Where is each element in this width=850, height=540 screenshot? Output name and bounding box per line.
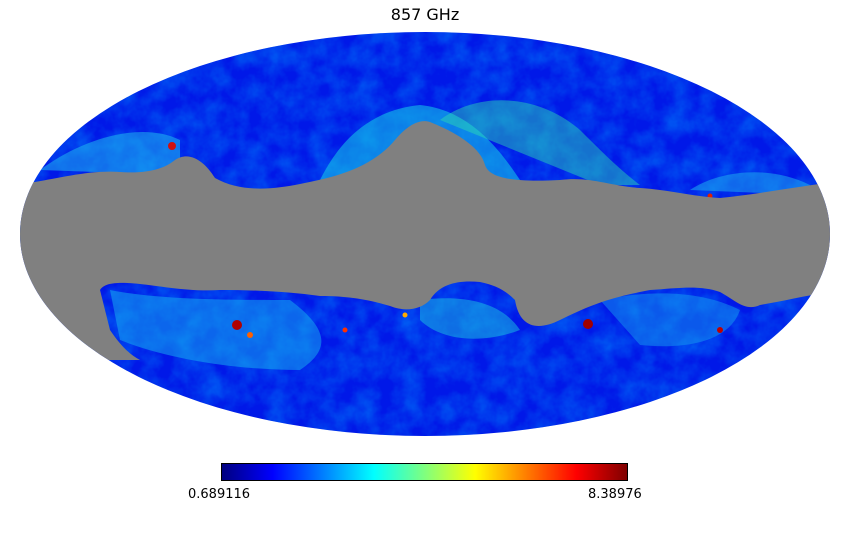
hot-spot [247, 332, 253, 338]
northern-filament-2 [440, 100, 640, 185]
hot-spot [717, 327, 723, 333]
mollweide-sky-map [20, 32, 830, 436]
hot-spot [342, 327, 348, 333]
southern-filament-2 [420, 298, 520, 339]
hot-spot [402, 312, 408, 318]
sky-projection [20, 32, 830, 436]
map-title: 857 GHz [390, 5, 460, 24]
northern-filament-4 [690, 172, 810, 195]
hot-spot [232, 320, 242, 330]
colorbar [221, 463, 628, 481]
colorbar-min-label: 0.689116 [188, 487, 251, 502]
southern-filament-3 [600, 293, 740, 347]
galactic-mask [20, 121, 830, 360]
hot-spot [168, 142, 176, 150]
colorbar-max-label: 8.38976 [588, 487, 642, 502]
southern-filament [110, 290, 322, 370]
hot-spot [583, 319, 593, 329]
northern-filament-3 [40, 131, 180, 175]
